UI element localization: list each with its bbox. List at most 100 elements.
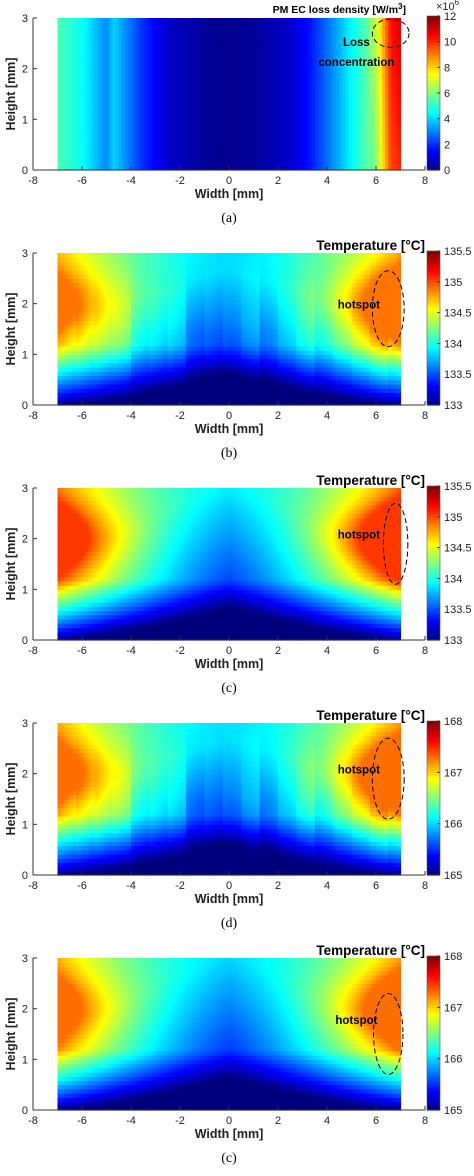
heatmap-cell <box>268 132 273 137</box>
heatmap-cell <box>397 64 402 70</box>
heatmap-cell <box>278 148 282 154</box>
heatmap-cell <box>216 379 221 385</box>
heatmap-cell <box>290 396 294 402</box>
heatmap-cell <box>106 26 111 32</box>
heatmap-cell <box>290 127 294 133</box>
heatmap-cell <box>161 379 166 385</box>
heatmap-cell <box>256 140 261 146</box>
heatmap-cell <box>345 388 350 393</box>
heatmap-cell <box>363 43 368 49</box>
heatmap-cell <box>180 144 184 150</box>
heatmap-cell <box>210 68 215 74</box>
heatmap-cell <box>161 89 166 95</box>
heatmap-cell <box>225 132 230 137</box>
heatmap-cell <box>189 106 193 112</box>
heatmap-cell <box>152 165 157 171</box>
heatmap-cell <box>60 119 65 125</box>
heatmap-cell <box>140 77 144 82</box>
heatmap-cell <box>219 22 224 28</box>
heatmap-cell <box>299 106 304 112</box>
heatmap-cell <box>222 18 227 23</box>
heatmap-cell <box>348 72 353 78</box>
heatmap-cell <box>268 144 273 150</box>
heatmap-cell <box>363 392 368 398</box>
heatmap-cell <box>222 26 227 32</box>
colorbar-segment <box>427 41 440 45</box>
heatmap-cell <box>100 400 105 406</box>
heatmap-cell <box>376 123 380 129</box>
heatmap-cell <box>351 165 356 171</box>
heatmap-cell <box>152 127 157 133</box>
heatmap-cell <box>253 18 258 23</box>
heatmap-cell <box>219 123 224 129</box>
heatmap-cell <box>278 43 282 49</box>
heatmap-cell <box>85 165 89 171</box>
heatmap-cell <box>161 396 166 402</box>
heatmap-cell <box>225 119 230 125</box>
heatmap-cell <box>391 153 395 158</box>
heatmap-cell <box>330 18 334 23</box>
heatmap-cell <box>366 396 371 402</box>
heatmap-cell <box>106 94 111 99</box>
heatmap-cell <box>164 132 169 137</box>
heatmap-cell <box>244 51 248 57</box>
heatmap-cell <box>271 60 276 66</box>
heatmap-cell <box>391 85 395 91</box>
heatmap-cell <box>299 144 304 150</box>
heatmap-cell <box>176 132 181 137</box>
heatmap-cell <box>97 39 101 44</box>
heatmap-cell <box>124 30 129 36</box>
heatmap-cell <box>106 383 111 389</box>
heatmap-cell <box>244 144 248 150</box>
heatmap-cell <box>115 18 120 23</box>
heatmap-cell <box>305 81 310 87</box>
heatmap-cell <box>118 140 123 146</box>
heatmap-cell <box>293 110 297 116</box>
heatmap-cell <box>372 56 377 61</box>
heatmap-cell <box>173 392 178 398</box>
heatmap-cell <box>195 144 199 150</box>
heatmap-cell <box>124 18 129 23</box>
heatmap-cell <box>94 68 98 74</box>
heatmap-cell <box>134 43 138 49</box>
heatmap-cell <box>287 85 291 91</box>
heatmap-cell <box>302 89 307 95</box>
heatmap-cell <box>274 22 279 28</box>
colorbar-segment <box>427 154 440 158</box>
y-tick-label: 3 <box>22 13 28 25</box>
heatmap-cell <box>262 388 267 393</box>
heatmap-cell <box>94 98 98 104</box>
heatmap-cell <box>161 136 166 142</box>
heatmap-cell <box>222 396 227 402</box>
heatmap-cell <box>146 39 150 44</box>
heatmap-cell <box>152 144 157 150</box>
heatmap-cell <box>63 47 68 53</box>
heatmap-cell <box>137 140 141 146</box>
heatmap-cell <box>78 123 83 129</box>
heatmap-cell <box>348 89 353 95</box>
heatmap-cell <box>281 140 285 146</box>
heatmap-cell <box>342 165 346 171</box>
heatmap-cell <box>189 56 193 61</box>
heatmap-cell <box>152 64 157 70</box>
heatmap-cell <box>296 77 301 82</box>
heatmap-cell <box>268 153 273 158</box>
heatmap-cell <box>75 144 80 150</box>
heatmap-cell <box>183 47 187 53</box>
heatmap-cell <box>372 383 377 389</box>
heatmap-cell <box>124 379 129 385</box>
heatmap-cell <box>60 47 65 53</box>
heatmap-cell <box>271 47 276 53</box>
heatmap-cell <box>345 85 350 91</box>
heatmap-cell <box>109 132 114 137</box>
heatmap-cell <box>235 81 239 87</box>
heatmap-cell <box>379 89 383 95</box>
heatmap-cell <box>357 30 362 36</box>
heatmap-cell <box>281 64 285 70</box>
heatmap-cell <box>268 43 273 49</box>
heatmap-cell <box>183 60 187 66</box>
heatmap-cell <box>222 388 227 393</box>
heatmap-cell <box>317 51 322 57</box>
heatmap-cell <box>97 165 101 171</box>
heatmap-cell <box>186 148 190 154</box>
